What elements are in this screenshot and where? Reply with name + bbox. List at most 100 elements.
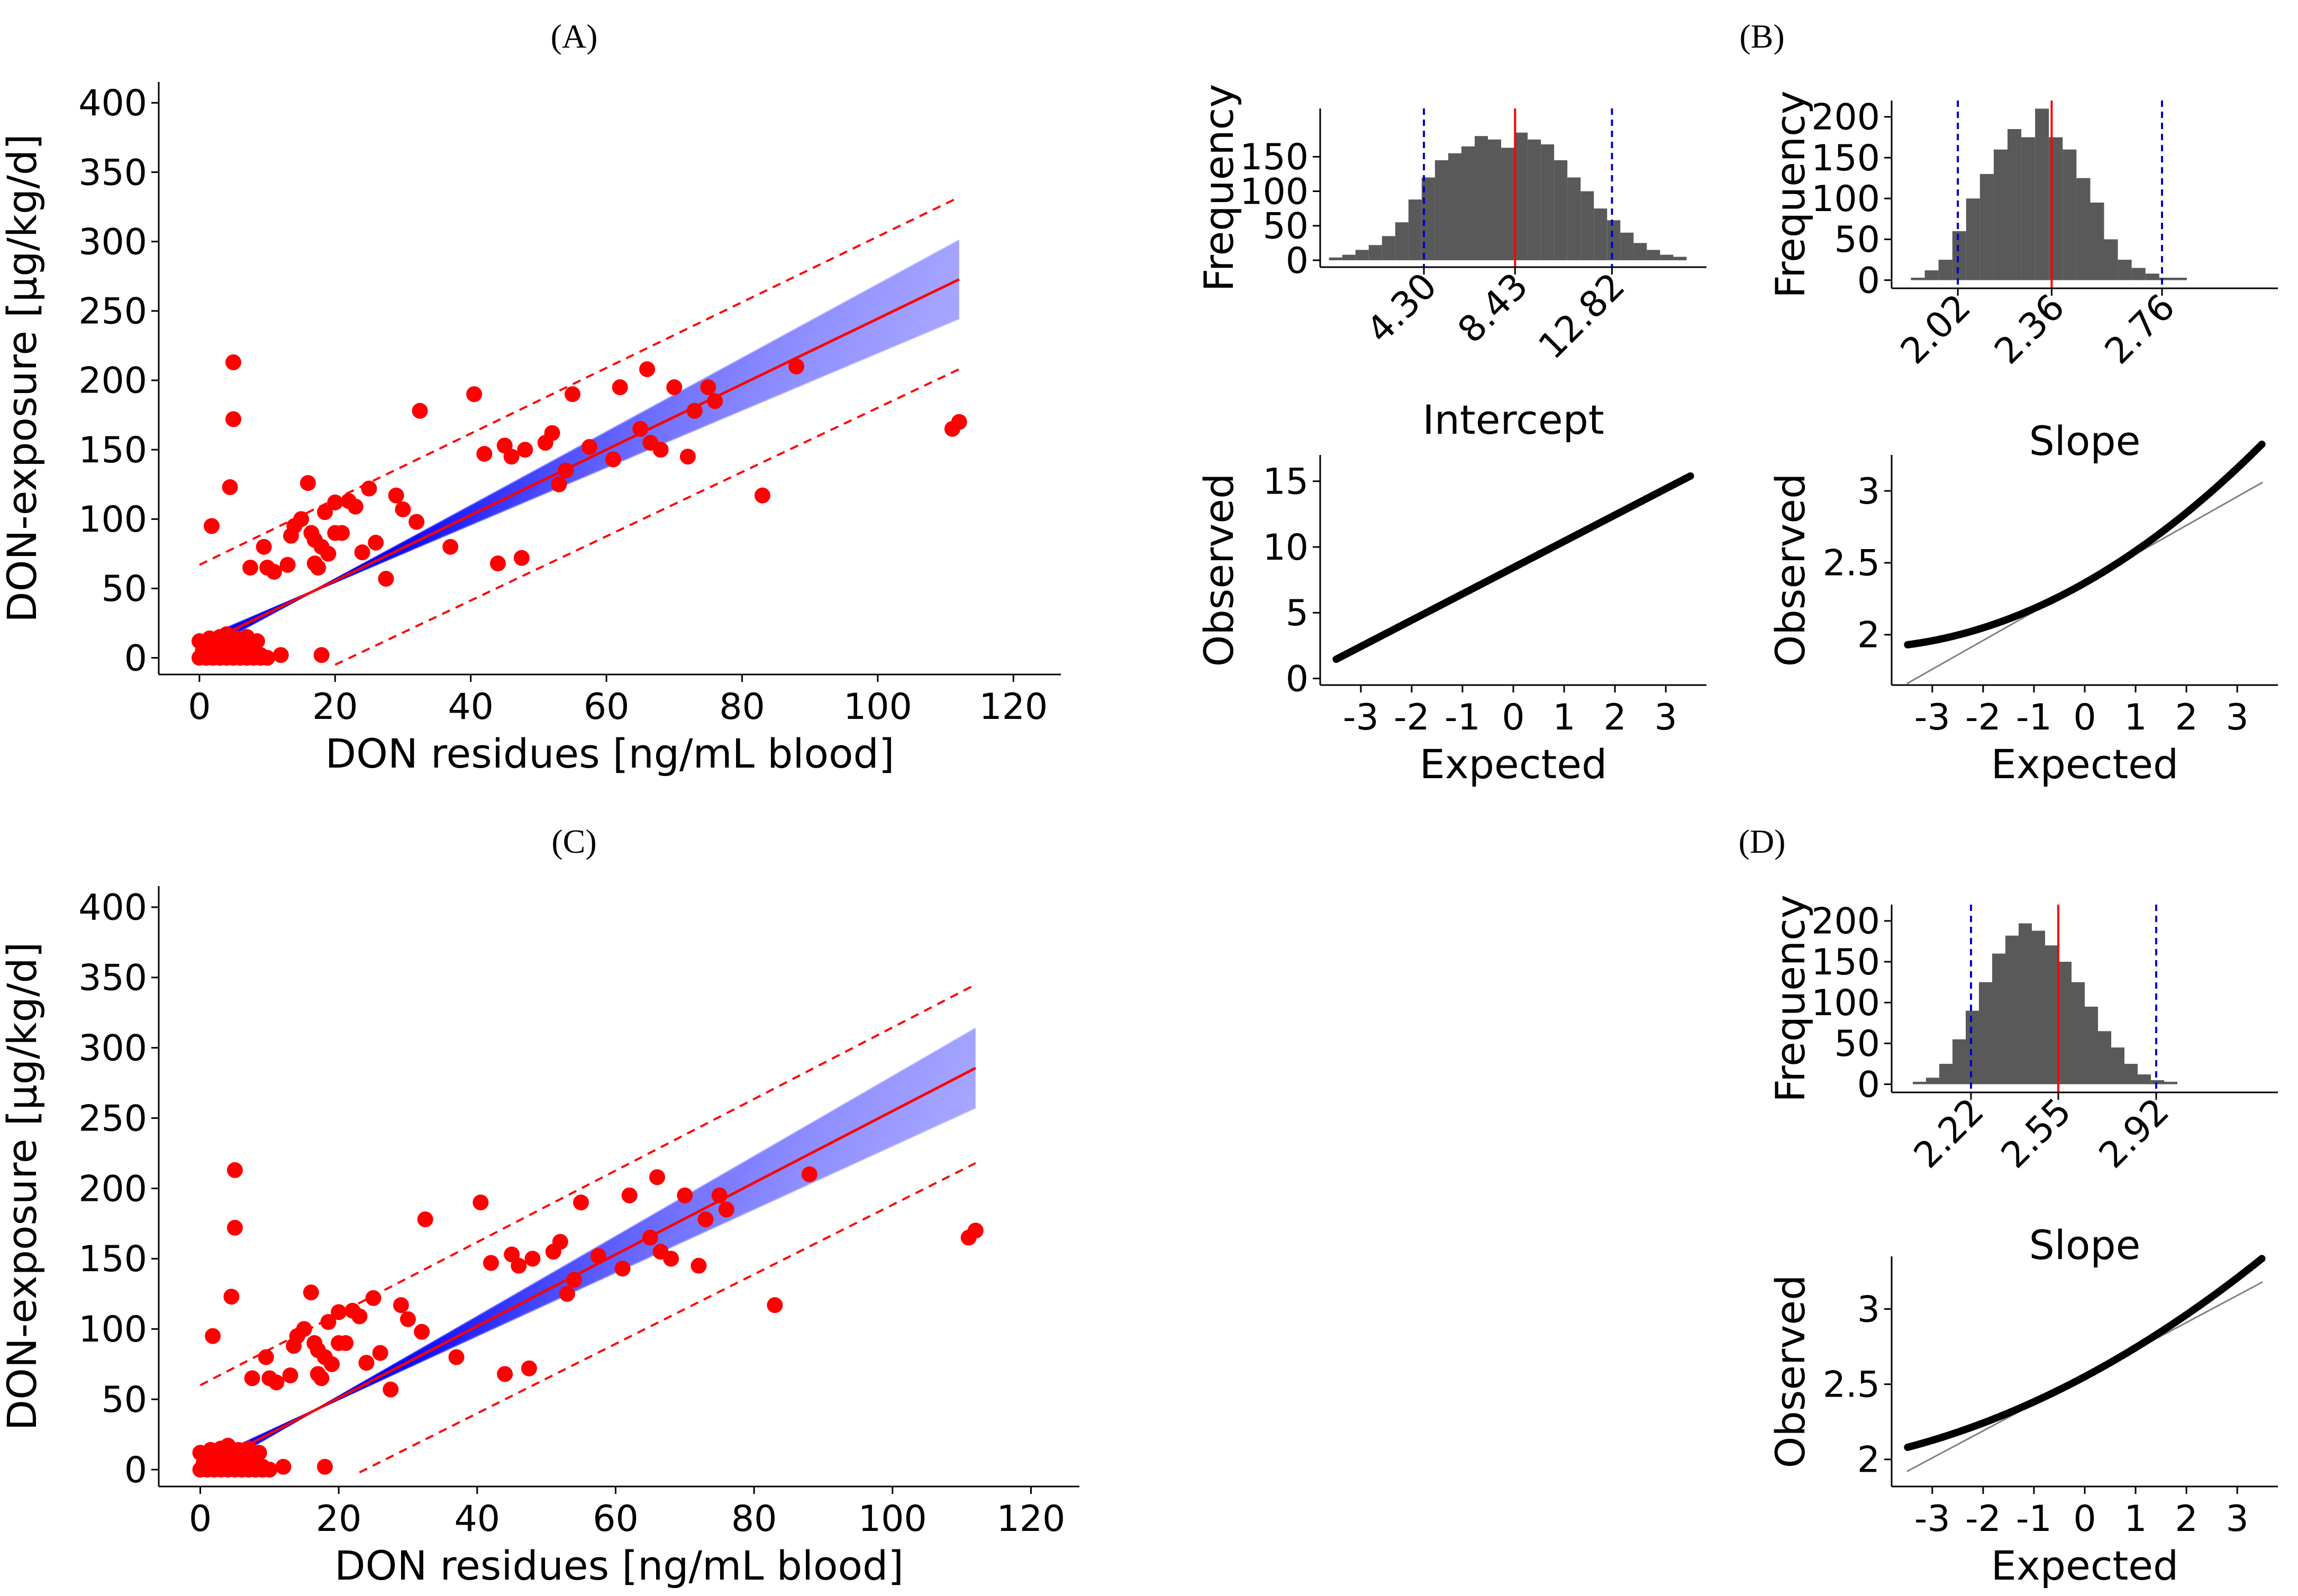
data-point <box>573 1194 589 1211</box>
data-point <box>511 1257 527 1274</box>
y-axis-title: Observed <box>1767 1275 1814 1469</box>
x-axis-title: Expected <box>1420 741 1607 788</box>
data-point <box>266 563 282 580</box>
data-point <box>205 1328 221 1344</box>
histogram-bar <box>2072 982 2085 1084</box>
data-point <box>718 1201 734 1218</box>
x-tick-label: 1 <box>1552 697 1575 738</box>
data-point <box>497 1366 513 1382</box>
data-point <box>551 476 567 493</box>
x-axis-title: Expected <box>1991 1542 2179 1589</box>
data-point <box>313 647 330 663</box>
data-point <box>358 1355 375 1371</box>
histogram-bar <box>1368 245 1382 260</box>
prediction-lower-line <box>359 1162 976 1474</box>
x-axis-title: Intercept <box>1422 396 1604 443</box>
histogram-bar <box>1926 1078 1939 1084</box>
x-tick-label: -1 <box>2016 1498 2052 1540</box>
x-tick-label: -2 <box>1394 697 1430 738</box>
data-point <box>361 480 377 497</box>
data-point <box>639 361 656 377</box>
histogram-bar <box>1938 259 1952 280</box>
data-point <box>754 487 770 504</box>
data-point <box>697 1211 714 1227</box>
histogram-bar <box>2008 129 2022 280</box>
x-tick-label: 20 <box>312 686 358 728</box>
x-axis-title: DON residues [ng/mL blood] <box>325 730 895 777</box>
data-point <box>489 555 506 572</box>
data-point <box>517 442 533 458</box>
x-tick-label: 0 <box>189 1498 212 1540</box>
y-axis-title: Frequency <box>1767 90 1814 298</box>
data-point <box>395 501 411 517</box>
histogram-bar <box>2138 1074 2151 1084</box>
histogram-bar <box>1514 132 1528 260</box>
data-point <box>354 544 370 561</box>
fit-line <box>202 278 960 646</box>
histogram-bar <box>1594 208 1607 260</box>
histogram-bar <box>1952 231 1966 280</box>
y-axis-title: Frequency <box>1767 895 1814 1102</box>
data-point <box>448 1349 465 1365</box>
data-point <box>279 557 296 573</box>
data-point <box>621 1187 638 1203</box>
histogram-bar <box>1979 982 1992 1084</box>
data-point <box>334 525 350 541</box>
data-point <box>249 633 265 650</box>
y-tick-label: 200 <box>1811 97 1880 139</box>
histogram-bar <box>2032 931 2045 1084</box>
y-tick-label: 250 <box>78 1098 147 1139</box>
histogram-bar <box>1382 236 1395 260</box>
data-point <box>666 379 683 396</box>
y-axis-title: DON-exposure [µg/kg/d] <box>0 134 46 623</box>
data-point <box>801 1166 818 1182</box>
histogram-bar <box>1913 1081 1926 1084</box>
data-point <box>244 1370 260 1387</box>
y-tick-label: 100 <box>78 499 147 541</box>
data-point <box>226 1219 243 1236</box>
histogram-bar <box>2104 239 2118 280</box>
histogram-bar <box>1342 254 1356 260</box>
x-axis-title: Slope <box>2029 1221 2141 1269</box>
data-point <box>612 379 628 396</box>
data-point <box>296 1321 312 1337</box>
x-tick-label: 1 <box>2124 697 2147 738</box>
x-tick-label: -2 <box>1965 697 2001 738</box>
y-tick-label: 150 <box>1811 942 1880 983</box>
data-point <box>225 354 242 370</box>
data-point <box>483 1255 499 1271</box>
x-tick-label: 2 <box>2175 697 2197 738</box>
histogram-bar <box>2019 923 2032 1084</box>
panel-c-scatter: 0 50 100 150 200 250 300 350 400 0 20 40 60 80 100 120 D… <box>0 886 1079 1589</box>
histogram-bar <box>2098 1031 2111 1084</box>
data-point <box>552 1234 568 1250</box>
y-tick-label: 400 <box>78 83 147 124</box>
x-tick-label: 60 <box>584 686 630 728</box>
histogram-bar <box>1567 177 1581 260</box>
y-tick-label: 250 <box>78 291 147 333</box>
prediction-upper-line <box>199 196 960 566</box>
y-tick-label: 350 <box>78 152 147 194</box>
data-point <box>649 1169 665 1185</box>
panel-a-scatter: 0 50 100 150 200 250 300 350 400 0 20 40 60 80 100 120 D… <box>0 82 1061 777</box>
data-point <box>303 1284 319 1301</box>
y-tick-label: 350 <box>78 957 147 999</box>
data-point <box>324 1356 340 1372</box>
x-tick-label: 0 <box>188 686 211 728</box>
data-point <box>273 647 289 663</box>
y-tick-label: 50 <box>1834 1023 1880 1065</box>
data-point <box>331 1304 347 1320</box>
x-tick-label: 12.82 <box>1531 265 1633 368</box>
y-tick-label: 400 <box>78 887 147 929</box>
x-axis-title: Slope <box>2029 417 2141 464</box>
prediction-lower-line <box>334 368 960 666</box>
histogram-bar <box>2035 108 2049 280</box>
x-tick-label: -2 <box>1965 1498 2001 1540</box>
y-tick-label: 100 <box>1811 982 1880 1024</box>
x-tick-label: -1 <box>2016 697 2052 738</box>
y-tick-label: 150 <box>1240 136 1309 178</box>
data-point <box>582 439 598 455</box>
data-point <box>393 1297 409 1314</box>
